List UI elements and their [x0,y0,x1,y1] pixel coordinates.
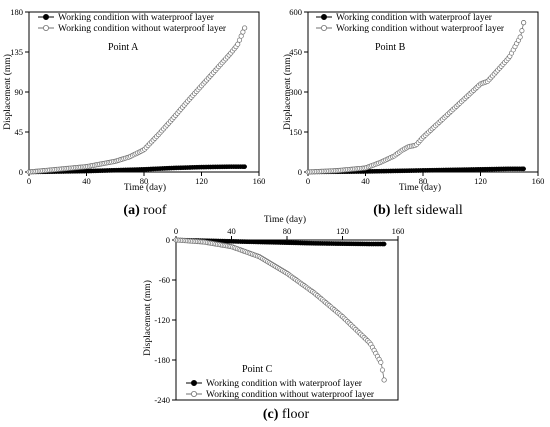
y-tick-label-b: 600 [289,7,302,17]
chart-left-sidewall: 0 40 80 120 160 0 150 300 450 600 Time (day) Dis… [282,7,544,218]
y-tick-label-a: 180 [10,7,23,17]
y-axis-label-b: Displacement (mm) [282,54,293,130]
legend-label-a-1: Working condition with waterproof layer [58,12,215,23]
x-tick-label-b: 160 [532,176,545,186]
legend-marker-b-2 [320,24,327,31]
series-point-b-2 [517,34,523,40]
x-axis-label-b: Time (day) [399,182,441,193]
series-layer-b [305,20,527,175]
legend-c: Working condition with waterproof layerW… [186,378,375,400]
y-tick-label-a: 135 [10,47,23,57]
caption-c: (c) floor [263,407,310,422]
caption-b: (b) left sidewall [373,203,463,218]
y-tick-label-b: 150 [289,127,302,137]
y-axis-c: 0 -60 -120 -180 -240 [154,235,176,405]
series-point-b-2 [519,28,525,34]
caption-text-c: floor [282,407,310,422]
caption-text-a: roof [143,203,167,218]
y-tick-label-c: 0 [166,235,170,245]
caption-text-b: left sidewall [394,203,463,218]
legend-marker-b-1 [320,13,327,20]
x-tick-label-b: 0 [306,176,310,186]
plot-frame-c [175,239,399,401]
series-layer-c [173,237,387,383]
x-tick-label-b: 120 [474,176,487,186]
legend-a: Working condition with waterproof layerW… [38,12,227,34]
y-tick-label-b: 0 [298,167,302,177]
series-point-c-1 [381,241,387,247]
legend-label-a-2: Working condition without waterproof lay… [58,23,227,34]
y-tick-label-a: 45 [15,127,24,137]
y-tick-label-b: 300 [289,87,302,97]
legend-label-b-2: Working condition without waterproof lay… [336,23,505,34]
series-point-b-1 [521,166,526,172]
legend-label-c-2: Working condition without waterproof lay… [206,389,375,400]
series-point-a-1 [242,164,247,170]
x-tick-label-b: 40 [361,176,370,186]
x-tick-label-c: 0 [174,226,178,236]
y-tick-label-c: -180 [154,355,170,365]
series-line-b-2 [307,22,525,173]
plot-frame-b [307,11,539,173]
chart-roof: 0 40 80 120 160 0 45 90 135 180 Time (day) Displ… [2,7,265,218]
y-tick-label-c: -120 [154,315,170,325]
series-point-c-2 [378,359,384,365]
series-layer-a [26,25,248,175]
legend-label-c-1: Working condition with waterproof layer [206,378,363,389]
x-tick-label-c: 120 [336,226,349,236]
x-tick-label-a: 80 [140,176,149,186]
x-tick-label-a: 120 [195,176,208,186]
caption-letter-b: (b) [373,203,390,218]
series-line-c-2 [175,239,385,381]
y-axis-label-a: Displacement (mm) [2,54,13,130]
chart-floor: 0 40 80 120 160 0-60-120-180-240 Time (day) … [142,214,404,422]
legend-marker-c-1 [190,379,197,386]
legend-marker-a-1 [43,13,50,20]
legend-marker-a-2 [43,24,50,31]
caption-a: (a) roof [123,203,166,218]
legend-b: Working condition with waterproof layerW… [316,12,505,34]
y-tick-label-b: 450 [289,47,302,57]
series-point-c-2 [381,377,387,383]
y-tick-label-a: 0 [19,167,23,177]
series-point-a-2 [242,25,248,31]
x-tick-label-a: 40 [82,176,91,186]
legend-label-b-1: Working condition with waterproof layer [336,12,493,23]
y-axis-label-c: Displacement (mm) [142,280,153,356]
x-axis-label-c: Time (day) [264,214,306,225]
x-tick-label-c: 80 [283,226,292,236]
y-tick-label-a: 90 [15,87,24,97]
legend-marker-c-2 [190,390,197,397]
x-axis-label-a: Time (day) [124,182,166,193]
point-note-b: Point B [375,42,406,53]
x-tick-label-c: 160 [392,226,405,236]
series-point-b-2 [521,20,527,26]
caption-letter-c: (c) [263,407,279,422]
y-axis-a: 0 45 90 135 180 [10,7,29,177]
caption-letter-a: (a) [123,203,140,218]
y-tick-label-c: -60 [159,275,170,285]
x-axis-a: 0 40 80 120 160 [27,172,266,186]
point-note-c: Point C [242,364,273,375]
y-tick-label-c: -240 [154,395,170,405]
x-tick-label-b: 80 [419,176,428,186]
x-tick-label-c: 40 [227,226,236,236]
point-note-a: Point A [108,42,139,53]
series-point-c-2 [379,367,386,373]
x-tick-label-a: 0 [27,176,31,186]
x-tick-label-a: 160 [253,176,266,186]
x-axis-c: 0 40 80 120 160 [174,226,405,240]
